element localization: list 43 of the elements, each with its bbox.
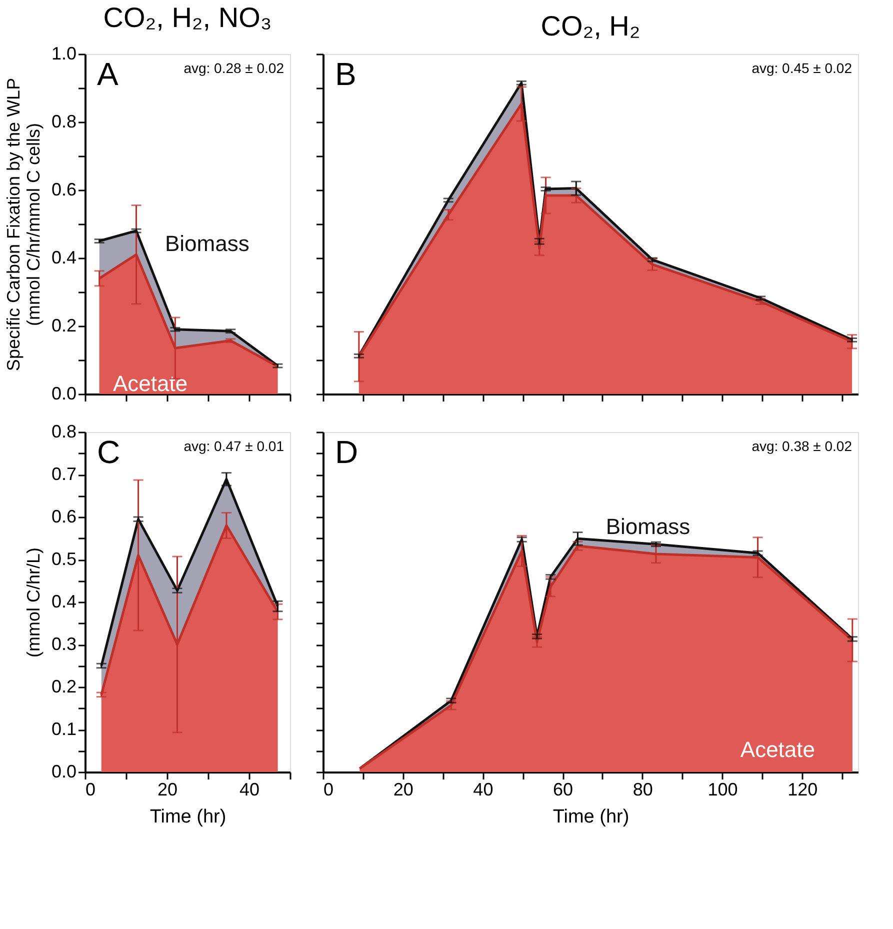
x-tick-label: 20 (157, 780, 178, 800)
y-tick-label: 0.6 (51, 180, 76, 200)
y-tick-label: 1.0 (51, 44, 76, 64)
annotation: A (97, 56, 119, 92)
x-tick-label: 40 (239, 780, 260, 800)
annotation: avg: 0.38 ± 0.02 (752, 438, 852, 454)
chart-title: CO₂, H₂ (540, 10, 640, 42)
annotation: avg: 0.45 ± 0.02 (752, 60, 852, 76)
y-tick-label: 0.4 (51, 592, 76, 612)
annotation: B (335, 56, 356, 92)
y-axis-title: Specific Carbon Fixation by the WLP (mmol C/hr/mmol C cells) (3, 78, 44, 372)
y-tick-label: 0.2 (51, 676, 76, 696)
y-tick-label: 0.5 (51, 549, 76, 569)
series-label: Biomass (165, 231, 250, 256)
annotation: D (335, 434, 358, 470)
y-tick-label: 0.2 (51, 316, 76, 336)
annotation: avg: 0.28 ± 0.02 (184, 60, 284, 76)
series-label: Acetate (740, 737, 815, 762)
y-tick-label: 0.6 (51, 506, 76, 526)
y-tick-label: 0.7 (51, 464, 76, 484)
y-tick-label: 0.3 (51, 634, 76, 654)
series-label: Biomass (606, 514, 690, 539)
x-tick-label: 40 (473, 780, 494, 800)
annotation: avg: 0.47 ± 0.01 (184, 438, 284, 454)
x-tick-label: 120 (788, 780, 818, 800)
x-tick-label: 60 (553, 780, 574, 800)
x-axis-title: Time (hr) (552, 806, 630, 828)
x-tick-label: 20 (393, 780, 414, 800)
y-tick-label: 0.1 (51, 719, 76, 739)
annotation: C (97, 434, 120, 470)
y-tick-label: 0.8 (51, 112, 76, 132)
y-tick-label: 0.0 (51, 384, 76, 404)
y-tick-label: 0.0 (51, 762, 76, 782)
chart-title: CO₂, H₂, NO₃ (103, 2, 272, 33)
y-axis-title: (mmol C/hr/L) (23, 547, 44, 658)
x-axis-title: Time (hr) (150, 806, 226, 828)
series-label: Acetate (113, 371, 188, 396)
x-tick-label: 100 (708, 780, 738, 800)
y-tick-label: 0.4 (51, 248, 76, 268)
y-tick-label: 0.8 (51, 422, 76, 442)
x-tick-label: 0 (86, 780, 96, 800)
x-tick-label: 80 (632, 780, 653, 800)
x-tick-label: 0 (324, 780, 334, 800)
